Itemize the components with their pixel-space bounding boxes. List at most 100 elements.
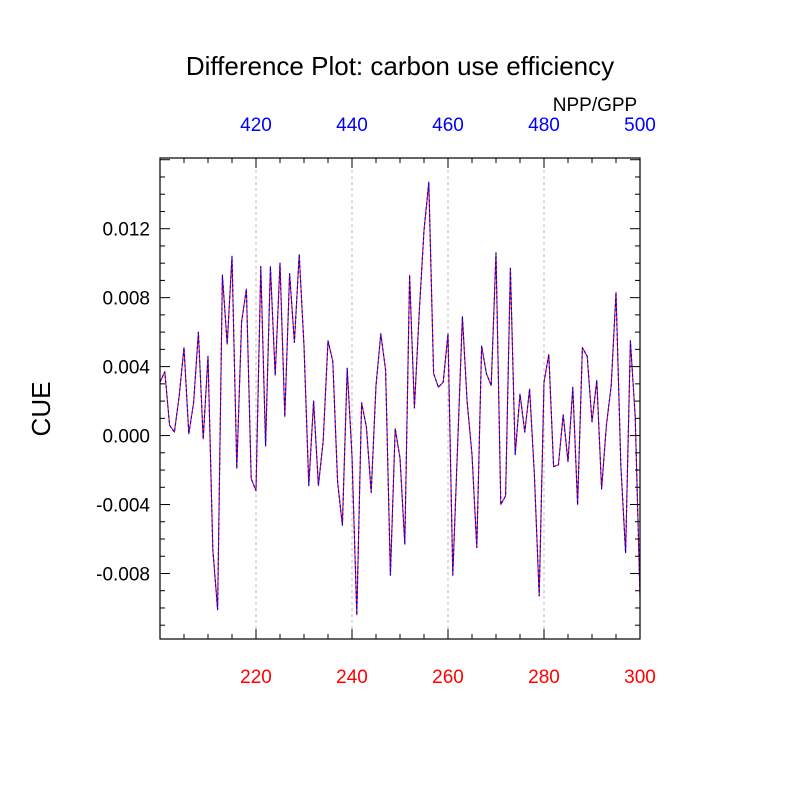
bottom-tick-label: 220	[240, 667, 272, 688]
data-point	[390, 575, 391, 576]
data-point	[433, 373, 434, 374]
data-point	[294, 342, 295, 343]
y-axis-label: CUE	[26, 382, 56, 437]
data-point	[179, 395, 180, 396]
data-point	[606, 425, 607, 426]
data-point	[222, 275, 223, 276]
data-point	[548, 354, 549, 355]
data-point	[591, 421, 592, 422]
data-point	[529, 388, 530, 389]
data-point	[366, 426, 367, 427]
data-point	[486, 373, 487, 374]
data-point	[246, 288, 247, 289]
data-point	[481, 345, 482, 346]
bottom-tick-label: 300	[624, 667, 656, 688]
data-point	[207, 356, 208, 357]
data-point	[519, 394, 520, 395]
data-point	[567, 461, 568, 462]
data-point	[203, 438, 204, 439]
data-point	[169, 425, 170, 426]
y-tick-label: 0.000	[102, 427, 150, 448]
data-point	[347, 368, 348, 369]
data-point	[289, 273, 290, 274]
data-point	[572, 387, 573, 388]
y-tick-label: -0.004	[96, 496, 150, 517]
data-point	[227, 344, 228, 345]
bottom-tick-label: 280	[528, 667, 560, 688]
data-point	[380, 333, 381, 334]
data-point	[231, 256, 232, 257]
data-point	[212, 549, 213, 550]
data-point	[620, 464, 621, 465]
data-point	[395, 428, 396, 429]
data-point	[318, 485, 319, 486]
bottom-tick-label: 240	[336, 667, 368, 688]
data-point	[428, 182, 429, 183]
y-tick-label: 0.004	[102, 358, 150, 379]
data-point	[515, 454, 516, 455]
chart-title: Difference Plot: carbon use efficiency	[186, 51, 614, 81]
data-point	[414, 407, 415, 408]
data-point	[313, 400, 314, 401]
data-point	[299, 254, 300, 255]
data-point	[327, 340, 328, 341]
data-point	[423, 230, 424, 231]
data-point	[308, 485, 309, 486]
data-point	[193, 402, 194, 403]
data-point	[447, 333, 448, 334]
data-point	[471, 454, 472, 455]
data-point	[323, 440, 324, 441]
data-point	[251, 478, 252, 479]
data-point	[601, 488, 602, 489]
data-point	[462, 316, 463, 317]
data-point	[615, 292, 616, 293]
top-tick-label: 420	[240, 115, 272, 136]
data-point	[635, 416, 636, 417]
data-point	[361, 402, 362, 403]
data-point	[419, 313, 420, 314]
data-point	[553, 466, 554, 467]
data-point	[270, 266, 271, 267]
data-point	[582, 347, 583, 348]
y-tick-label: 0.012	[102, 220, 150, 241]
data-point	[164, 371, 165, 372]
data-point	[505, 495, 506, 496]
data-point	[279, 263, 280, 264]
data-point	[404, 544, 405, 545]
top-tick-label: 440	[336, 115, 368, 136]
data-point	[188, 433, 189, 434]
grid-layer	[255, 158, 545, 639]
data-point	[337, 482, 338, 483]
data-point	[625, 552, 626, 553]
data-point	[409, 275, 410, 276]
data-point	[284, 416, 285, 417]
data-point	[457, 445, 458, 446]
y-tick-label: -0.008	[96, 564, 150, 585]
series-layer	[159, 181, 641, 616]
data-point	[500, 504, 501, 505]
data-point	[260, 266, 261, 267]
data-point	[236, 468, 237, 469]
y-tick-label: 0.008	[102, 289, 150, 310]
data-point	[342, 525, 343, 526]
data-point	[558, 464, 559, 465]
data-point	[375, 385, 376, 386]
data-point	[332, 361, 333, 362]
data-point	[265, 445, 266, 446]
data-point	[587, 356, 588, 357]
data-point	[510, 268, 511, 269]
data-point	[183, 347, 184, 348]
data-point	[275, 375, 276, 376]
data-point	[543, 382, 544, 383]
data-point	[495, 252, 496, 253]
plot-frame	[159, 157, 641, 640]
data-point	[524, 432, 525, 433]
data-point	[443, 382, 444, 383]
data-point	[217, 609, 218, 610]
data-point	[255, 490, 256, 491]
axis-layer: 220 240 260 280 300 420 440 460 480 500 0.012 0.008…	[96, 115, 656, 688]
data-point	[399, 457, 400, 458]
top-tick-label: 460	[432, 115, 464, 136]
data-point	[303, 345, 304, 346]
